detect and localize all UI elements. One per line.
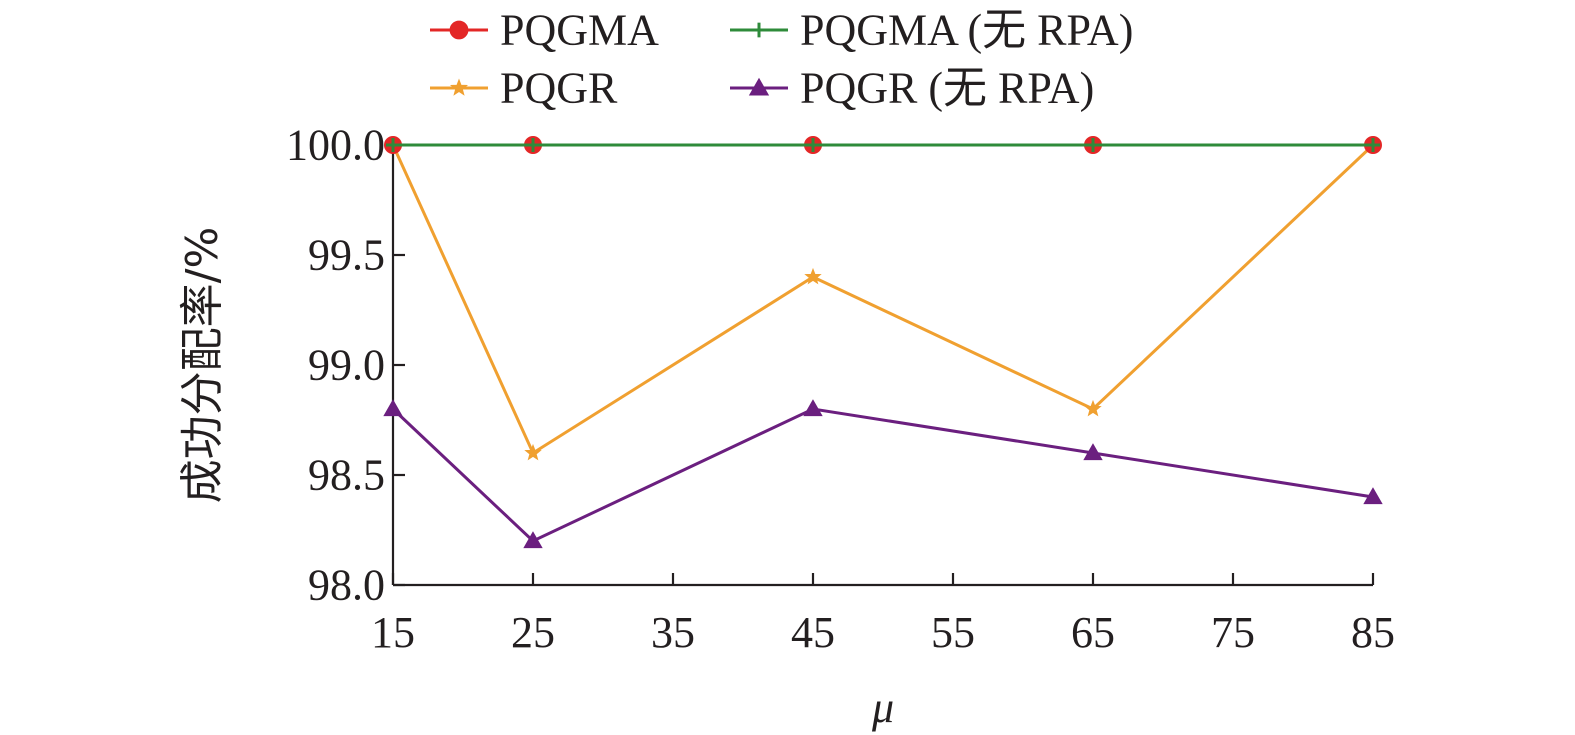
x-tick-label: 25	[511, 608, 555, 657]
legend-label: PQGR (无 RPA)	[800, 64, 1094, 113]
y-tick-label: 100.0	[286, 121, 385, 170]
y-tick-label: 99.5	[308, 231, 385, 280]
data-point	[523, 531, 543, 549]
x-tick-label: 65	[1071, 608, 1115, 657]
data-point	[526, 138, 540, 152]
series-4	[383, 399, 1383, 549]
data-point	[803, 399, 823, 417]
legend-item: PQGMA	[430, 6, 659, 55]
legend-swatch-marker	[449, 20, 469, 40]
x-tick-label: 85	[1351, 608, 1395, 657]
legend-label: PQGMA	[500, 6, 659, 55]
y-tick-label: 99.0	[308, 341, 385, 390]
x-tick-label: 35	[651, 608, 695, 657]
data-point	[383, 399, 403, 417]
axes: 98.0 98.5 99.0 99.5 100.0 15 25 35 45 55 65 75 85	[286, 121, 1395, 658]
legend: PQGMA PQGMA (无 RPA) PQGR PQGR (无 RPA)	[430, 6, 1133, 113]
legend-label: PQGMA (无 RPA)	[800, 6, 1133, 55]
legend-item: PQGR (无 RPA)	[730, 64, 1094, 113]
legend-swatch-marker	[449, 78, 469, 96]
data-point	[386, 138, 400, 152]
x-tick-label: 55	[931, 608, 975, 657]
x-axis-label: μ	[871, 683, 894, 732]
series-layer	[383, 135, 1383, 549]
data-point	[1084, 399, 1102, 417]
data-point	[1363, 487, 1383, 505]
x-tick-label: 15	[371, 608, 415, 657]
legend-swatch-marker	[748, 77, 770, 96]
legend-item: PQGR	[430, 64, 618, 113]
data-point	[804, 267, 822, 285]
legend-item: PQGMA (无 RPA)	[730, 6, 1133, 55]
y-axis-label: 成功分配率/%	[177, 227, 228, 504]
series-2	[386, 138, 1380, 152]
series-line	[391, 407, 1374, 543]
data-point	[1083, 443, 1103, 461]
series-3	[384, 135, 1382, 461]
legend-label: PQGR	[500, 64, 618, 113]
legend-swatch-marker	[751, 22, 767, 38]
data-point	[806, 138, 820, 152]
y-tick-label: 98.5	[308, 451, 385, 500]
y-tick-label: 98.0	[308, 561, 385, 610]
series-line	[391, 143, 1375, 456]
x-tick-label: 45	[791, 608, 835, 657]
x-tick-label: 75	[1211, 608, 1255, 657]
data-point	[1086, 138, 1100, 152]
data-point	[1366, 138, 1380, 152]
data-point	[524, 443, 542, 461]
